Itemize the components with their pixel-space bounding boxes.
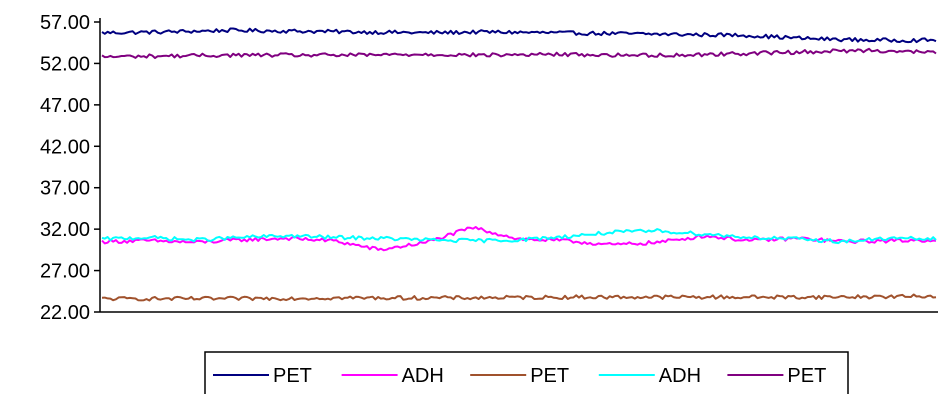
legend-label-5: PET (787, 365, 826, 387)
series-line-4 (101, 228, 937, 245)
legend-label-3: PET (530, 365, 569, 387)
legend: PET ADH PET ADH PET (204, 351, 849, 394)
legend-label-4: ADH (659, 365, 701, 387)
y-tick-label: 22.00 (40, 302, 90, 324)
y-tick-label: 47.00 (40, 95, 90, 117)
y-tick-label: 37.00 (40, 178, 90, 200)
axis-layer: 57.00 52.00 47.00 42.00 37.00 32.00 27.00 22.00 (40, 12, 938, 324)
series-line-3 (101, 293, 937, 302)
y-tick-label: 42.00 (40, 136, 90, 158)
y-tick-label: 27.00 (40, 261, 90, 283)
legend-box (204, 351, 849, 394)
legend-label-1: PET (273, 365, 312, 387)
series-layer (101, 27, 937, 302)
series-line-1 (101, 27, 937, 44)
y-tick-label: 52.00 (40, 53, 90, 75)
series-line-5 (101, 47, 937, 59)
y-tick-label: 32.00 (40, 219, 90, 241)
legend-label-2: ADH (402, 365, 444, 387)
y-tick-label: 57.00 (40, 12, 90, 34)
